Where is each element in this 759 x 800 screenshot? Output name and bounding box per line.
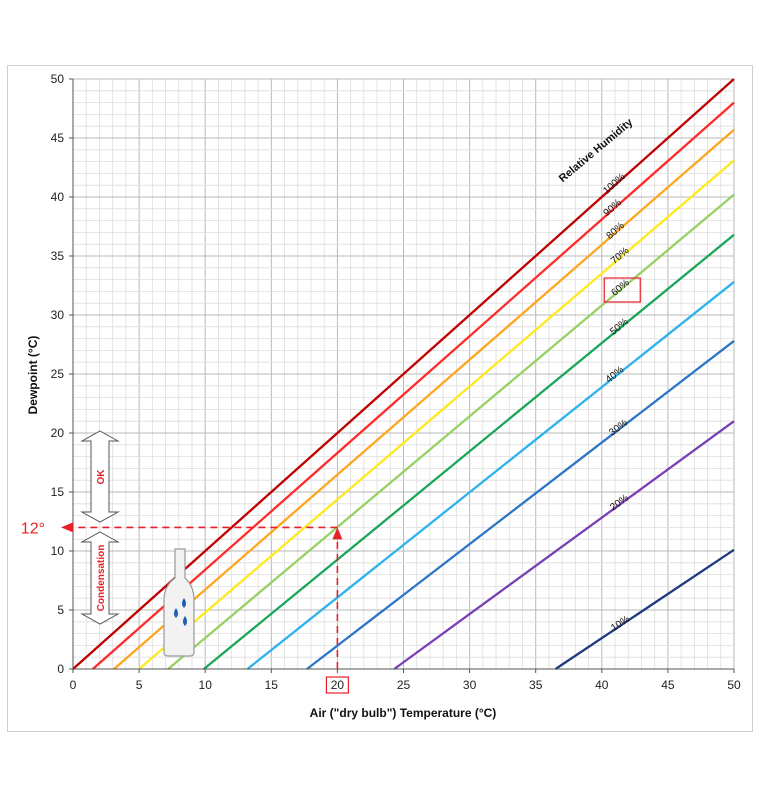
highlight-box — [603, 277, 641, 303]
x-tick-label: 25 — [397, 678, 411, 692]
y-tick-label: 0 — [57, 662, 64, 676]
droplet-icon — [183, 616, 187, 626]
y-axis-title: Dewpoint (°C) — [26, 336, 40, 415]
ok-double-arrow — [80, 430, 120, 523]
y-tick-label: 20 — [51, 426, 65, 440]
x-tick-label: 20 — [331, 678, 345, 692]
y-tick-label: 10 — [51, 544, 65, 558]
x-tick-label: 15 — [265, 678, 279, 692]
y-tick-label: 50 — [51, 72, 65, 86]
y-tick-label: 5 — [57, 603, 64, 617]
series-line — [92, 101, 735, 670]
bottle-icon — [163, 548, 195, 657]
y-tick-label: 35 — [51, 249, 65, 263]
droplet-icon — [174, 608, 178, 618]
series-line — [167, 193, 735, 670]
x-tick-label: 0 — [70, 678, 77, 692]
x-tick-label: 40 — [595, 678, 609, 692]
chart-frame — [7, 65, 753, 732]
ok-label: OK — [96, 469, 107, 485]
droplet-icon — [182, 598, 186, 608]
x-tick-label: 30 — [463, 678, 477, 692]
x-tick-label: 10 — [199, 678, 213, 692]
condensation-label: Condensation — [96, 545, 107, 612]
x-tick-label: 35 — [529, 678, 543, 692]
x-axis-title: Air ("dry bulb") Temperature (°C) — [310, 706, 497, 720]
series-line — [306, 340, 735, 670]
axes: 0 5 10 15 20 25 30 35 40 45 50 0 5 10 15 20 25 30 35 40 45 50 — [51, 72, 741, 692]
dewpoint-callout: 12° — [21, 520, 45, 537]
series-line — [246, 281, 735, 670]
series-line — [554, 548, 735, 670]
series-line — [393, 420, 735, 670]
annotations: 12° OK Condensation — [21, 430, 349, 694]
condensation-double-arrow — [80, 531, 120, 625]
series-line — [113, 128, 735, 670]
example-up-arrowhead — [332, 527, 343, 540]
y-tick-label: 15 — [51, 485, 65, 499]
y-tick-label: 45 — [51, 131, 65, 145]
y-tick-label: 30 — [51, 308, 65, 322]
series-line — [138, 159, 735, 670]
x-tick-label: 50 — [727, 678, 741, 692]
example-left-arrowhead — [61, 522, 73, 533]
x-value-highlight-box — [325, 676, 349, 694]
x-tick-label: 45 — [661, 678, 675, 692]
series-line — [203, 233, 735, 670]
y-tick-label: 40 — [51, 190, 65, 204]
x-tick-label: 5 — [136, 678, 143, 692]
y-tick-label: 25 — [51, 367, 65, 381]
